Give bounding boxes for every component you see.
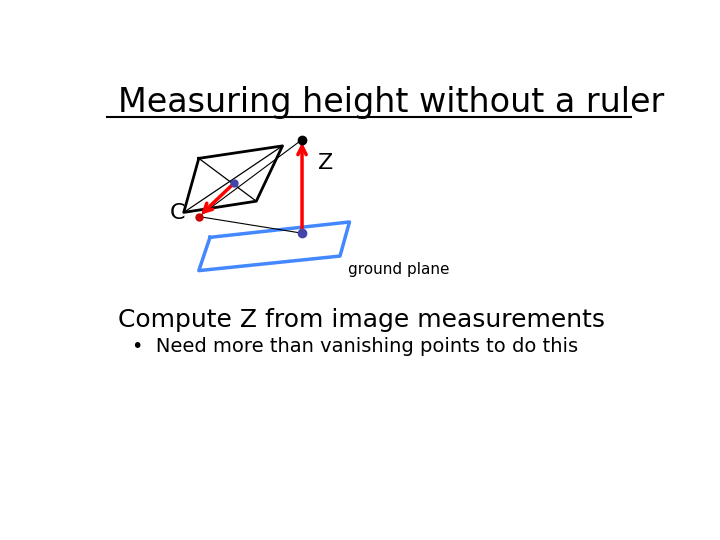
Text: •  Need more than vanishing points to do this: • Need more than vanishing points to do …	[132, 337, 578, 356]
Text: Z: Z	[318, 152, 333, 172]
Text: ground plane: ground plane	[348, 262, 450, 278]
Text: C: C	[169, 203, 185, 223]
Text: Measuring height without a ruler: Measuring height without a ruler	[118, 85, 664, 119]
Text: Compute Z from image measurements: Compute Z from image measurements	[118, 308, 605, 332]
